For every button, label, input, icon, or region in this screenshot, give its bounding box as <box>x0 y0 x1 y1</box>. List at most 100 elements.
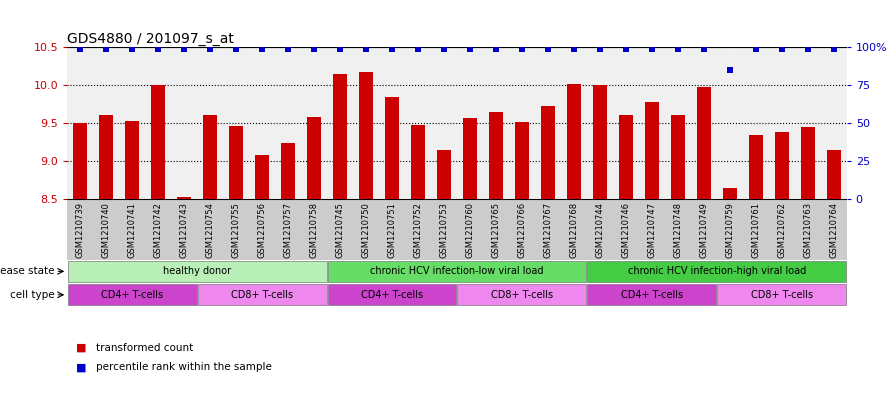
Point <box>644 46 659 52</box>
Bar <box>203 116 217 199</box>
Point <box>73 46 88 52</box>
Bar <box>723 187 737 199</box>
Bar <box>645 102 659 199</box>
Text: GSM1210739: GSM1210739 <box>75 202 85 258</box>
Text: ■: ■ <box>76 362 87 373</box>
Point <box>151 46 165 52</box>
Text: GSM1210741: GSM1210741 <box>127 202 137 258</box>
Bar <box>68 261 326 282</box>
Point <box>566 46 581 52</box>
Text: GSM1210748: GSM1210748 <box>673 202 683 258</box>
Text: GSM1210743: GSM1210743 <box>179 202 189 258</box>
Bar <box>567 84 581 199</box>
Bar <box>718 284 846 305</box>
Point <box>125 46 140 52</box>
Bar <box>385 97 399 199</box>
Text: GSM1210744: GSM1210744 <box>595 202 605 258</box>
Point <box>722 67 737 73</box>
Bar <box>255 155 269 199</box>
Text: CD4+ T-cells: CD4+ T-cells <box>361 290 423 300</box>
Point <box>99 46 113 52</box>
Text: percentile rank within the sample: percentile rank within the sample <box>96 362 271 373</box>
Bar <box>775 132 788 199</box>
Bar <box>588 284 716 305</box>
Bar <box>68 284 196 305</box>
Bar <box>801 127 814 199</box>
Bar <box>281 143 295 199</box>
Point <box>826 46 840 52</box>
Text: GSM1210762: GSM1210762 <box>777 202 787 258</box>
Text: GSM1210758: GSM1210758 <box>309 202 319 258</box>
Bar <box>333 74 347 199</box>
Point <box>592 46 607 52</box>
Point <box>254 46 269 52</box>
Point <box>385 46 400 52</box>
Text: GSM1210747: GSM1210747 <box>647 202 657 258</box>
Text: GSM1210752: GSM1210752 <box>413 202 423 258</box>
Bar <box>827 150 840 199</box>
Point <box>436 46 451 52</box>
Text: GSM1210767: GSM1210767 <box>543 202 553 258</box>
Text: transformed count: transformed count <box>96 343 194 353</box>
Point <box>462 46 477 52</box>
Bar <box>671 116 685 199</box>
Text: GSM1210745: GSM1210745 <box>335 202 345 258</box>
Bar <box>458 284 586 305</box>
Text: CD4+ T-cells: CD4+ T-cells <box>101 290 163 300</box>
Bar <box>697 86 711 199</box>
Bar <box>515 121 529 199</box>
Text: CD8+ T-cells: CD8+ T-cells <box>751 290 813 300</box>
Point <box>774 46 788 52</box>
Point <box>514 46 529 52</box>
Text: GSM1210766: GSM1210766 <box>517 202 527 258</box>
Text: cell type: cell type <box>10 290 55 300</box>
Point <box>177 46 191 52</box>
Text: GSM1210742: GSM1210742 <box>153 202 163 258</box>
Text: GSM1210754: GSM1210754 <box>205 202 215 258</box>
Point <box>748 46 762 52</box>
Text: GSM1210755: GSM1210755 <box>231 202 241 258</box>
Text: GSM1210764: GSM1210764 <box>829 202 839 258</box>
Point <box>410 46 425 52</box>
Bar <box>489 112 503 199</box>
Text: chronic HCV infection-high viral load: chronic HCV infection-high viral load <box>628 266 806 276</box>
Bar <box>328 284 456 305</box>
Point <box>358 46 373 52</box>
Bar <box>437 150 451 199</box>
Text: GSM1210746: GSM1210746 <box>621 202 631 258</box>
Bar <box>359 72 373 199</box>
Text: GSM1210759: GSM1210759 <box>725 202 735 258</box>
Bar <box>411 125 425 199</box>
Text: GDS4880 / 201097_s_at: GDS4880 / 201097_s_at <box>67 32 234 46</box>
Point <box>306 46 321 52</box>
Bar <box>125 121 139 199</box>
Bar <box>463 119 477 199</box>
Text: CD4+ T-cells: CD4+ T-cells <box>621 290 683 300</box>
Bar <box>177 196 191 199</box>
Point <box>670 46 685 52</box>
Point <box>800 46 814 52</box>
Text: chronic HCV infection-low viral load: chronic HCV infection-low viral load <box>370 266 544 276</box>
Point <box>202 46 217 52</box>
Text: GSM1210768: GSM1210768 <box>569 202 579 258</box>
Bar <box>749 135 762 199</box>
Bar <box>307 117 321 199</box>
Bar <box>229 126 243 199</box>
Bar <box>328 261 586 282</box>
Point <box>229 46 244 52</box>
Text: CD8+ T-cells: CD8+ T-cells <box>231 290 293 300</box>
Bar <box>151 85 165 199</box>
Text: healthy donor: healthy donor <box>163 266 231 276</box>
Text: GSM1210753: GSM1210753 <box>439 202 449 258</box>
Text: disease state: disease state <box>0 266 55 276</box>
Point <box>697 46 711 52</box>
Text: ■: ■ <box>76 343 87 353</box>
Text: CD8+ T-cells: CD8+ T-cells <box>491 290 553 300</box>
Text: GSM1210765: GSM1210765 <box>491 202 501 258</box>
Text: GSM1210761: GSM1210761 <box>751 202 761 258</box>
Bar <box>73 123 87 199</box>
Bar <box>593 85 607 199</box>
Text: GSM1210756: GSM1210756 <box>257 202 267 258</box>
Point <box>540 46 555 52</box>
Text: GSM1210750: GSM1210750 <box>361 202 371 258</box>
